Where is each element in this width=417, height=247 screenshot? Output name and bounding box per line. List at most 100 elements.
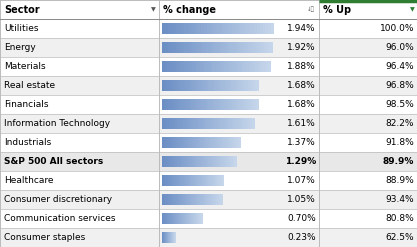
Bar — [185, 194, 187, 206]
Bar — [235, 80, 237, 91]
Text: 0.70%: 0.70% — [287, 214, 316, 223]
Bar — [210, 156, 213, 167]
Bar — [248, 41, 251, 53]
Bar — [173, 175, 175, 186]
Bar — [162, 156, 164, 167]
Bar — [184, 99, 187, 110]
Bar — [191, 137, 194, 148]
Bar — [172, 232, 173, 243]
Bar — [234, 118, 237, 129]
Bar — [193, 80, 196, 91]
Bar — [220, 41, 223, 53]
Bar — [181, 118, 183, 129]
Bar — [194, 213, 196, 224]
Bar — [179, 23, 182, 34]
Bar — [201, 80, 203, 91]
Bar — [220, 156, 222, 167]
Bar — [171, 118, 174, 129]
Bar — [181, 175, 183, 186]
Bar — [229, 41, 231, 53]
Bar — [197, 194, 199, 206]
Bar — [188, 175, 190, 186]
Bar — [207, 194, 209, 206]
Bar — [196, 156, 198, 167]
Bar — [215, 118, 218, 129]
Bar — [230, 99, 233, 110]
Bar — [211, 137, 214, 148]
Bar — [218, 118, 221, 129]
Text: 96.0%: 96.0% — [385, 43, 414, 52]
Bar — [174, 80, 177, 91]
Bar — [162, 23, 165, 34]
Text: 91.8%: 91.8% — [385, 138, 414, 147]
Bar — [164, 156, 166, 167]
Bar — [200, 61, 203, 72]
Bar — [247, 99, 249, 110]
Bar — [184, 23, 188, 34]
Bar — [224, 23, 227, 34]
Bar — [201, 23, 204, 34]
Bar — [185, 213, 187, 224]
Text: Sector: Sector — [4, 4, 40, 15]
Bar — [164, 80, 167, 91]
Bar — [206, 137, 208, 148]
Bar — [221, 194, 223, 206]
Bar — [173, 232, 174, 243]
Bar — [199, 156, 201, 167]
Bar — [270, 41, 273, 53]
Bar — [208, 80, 211, 91]
Bar — [221, 156, 224, 167]
Bar — [192, 213, 194, 224]
Bar — [205, 61, 208, 72]
Bar — [0, 38, 417, 57]
Bar — [170, 194, 171, 206]
Bar — [0, 57, 417, 76]
Bar — [213, 118, 216, 129]
Bar — [174, 99, 177, 110]
Bar — [249, 99, 252, 110]
Bar — [256, 41, 259, 53]
Bar — [227, 99, 230, 110]
Bar — [225, 137, 228, 148]
Text: 80.8%: 80.8% — [385, 214, 414, 223]
Bar — [236, 118, 239, 129]
Bar — [165, 213, 166, 224]
Bar — [203, 41, 207, 53]
Bar — [170, 137, 172, 148]
Text: Consumer discretionary: Consumer discretionary — [4, 195, 112, 204]
Bar — [176, 80, 179, 91]
Bar — [173, 194, 175, 206]
Bar — [170, 175, 172, 186]
Text: ▼: ▼ — [151, 7, 156, 12]
Bar — [183, 61, 187, 72]
Bar — [250, 118, 253, 129]
Bar — [204, 23, 207, 34]
Bar — [175, 213, 176, 224]
Bar — [178, 118, 181, 129]
Bar — [174, 194, 176, 206]
Bar — [242, 99, 245, 110]
Bar — [267, 41, 270, 53]
Bar — [197, 156, 200, 167]
Bar — [221, 137, 224, 148]
Bar — [227, 137, 229, 148]
Bar — [171, 213, 173, 224]
Bar — [221, 23, 224, 34]
Bar — [193, 23, 196, 34]
Bar — [198, 137, 200, 148]
Bar — [164, 213, 166, 224]
Bar — [216, 156, 218, 167]
Bar — [263, 23, 266, 34]
Bar — [190, 41, 193, 53]
Bar — [178, 61, 181, 72]
Bar — [173, 213, 175, 224]
Bar — [179, 213, 181, 224]
Bar — [190, 118, 193, 129]
Bar — [172, 137, 174, 148]
Bar — [167, 61, 171, 72]
Bar — [204, 118, 206, 129]
Bar — [166, 232, 167, 243]
Bar — [195, 213, 197, 224]
Bar — [231, 156, 233, 167]
Bar — [239, 41, 243, 53]
